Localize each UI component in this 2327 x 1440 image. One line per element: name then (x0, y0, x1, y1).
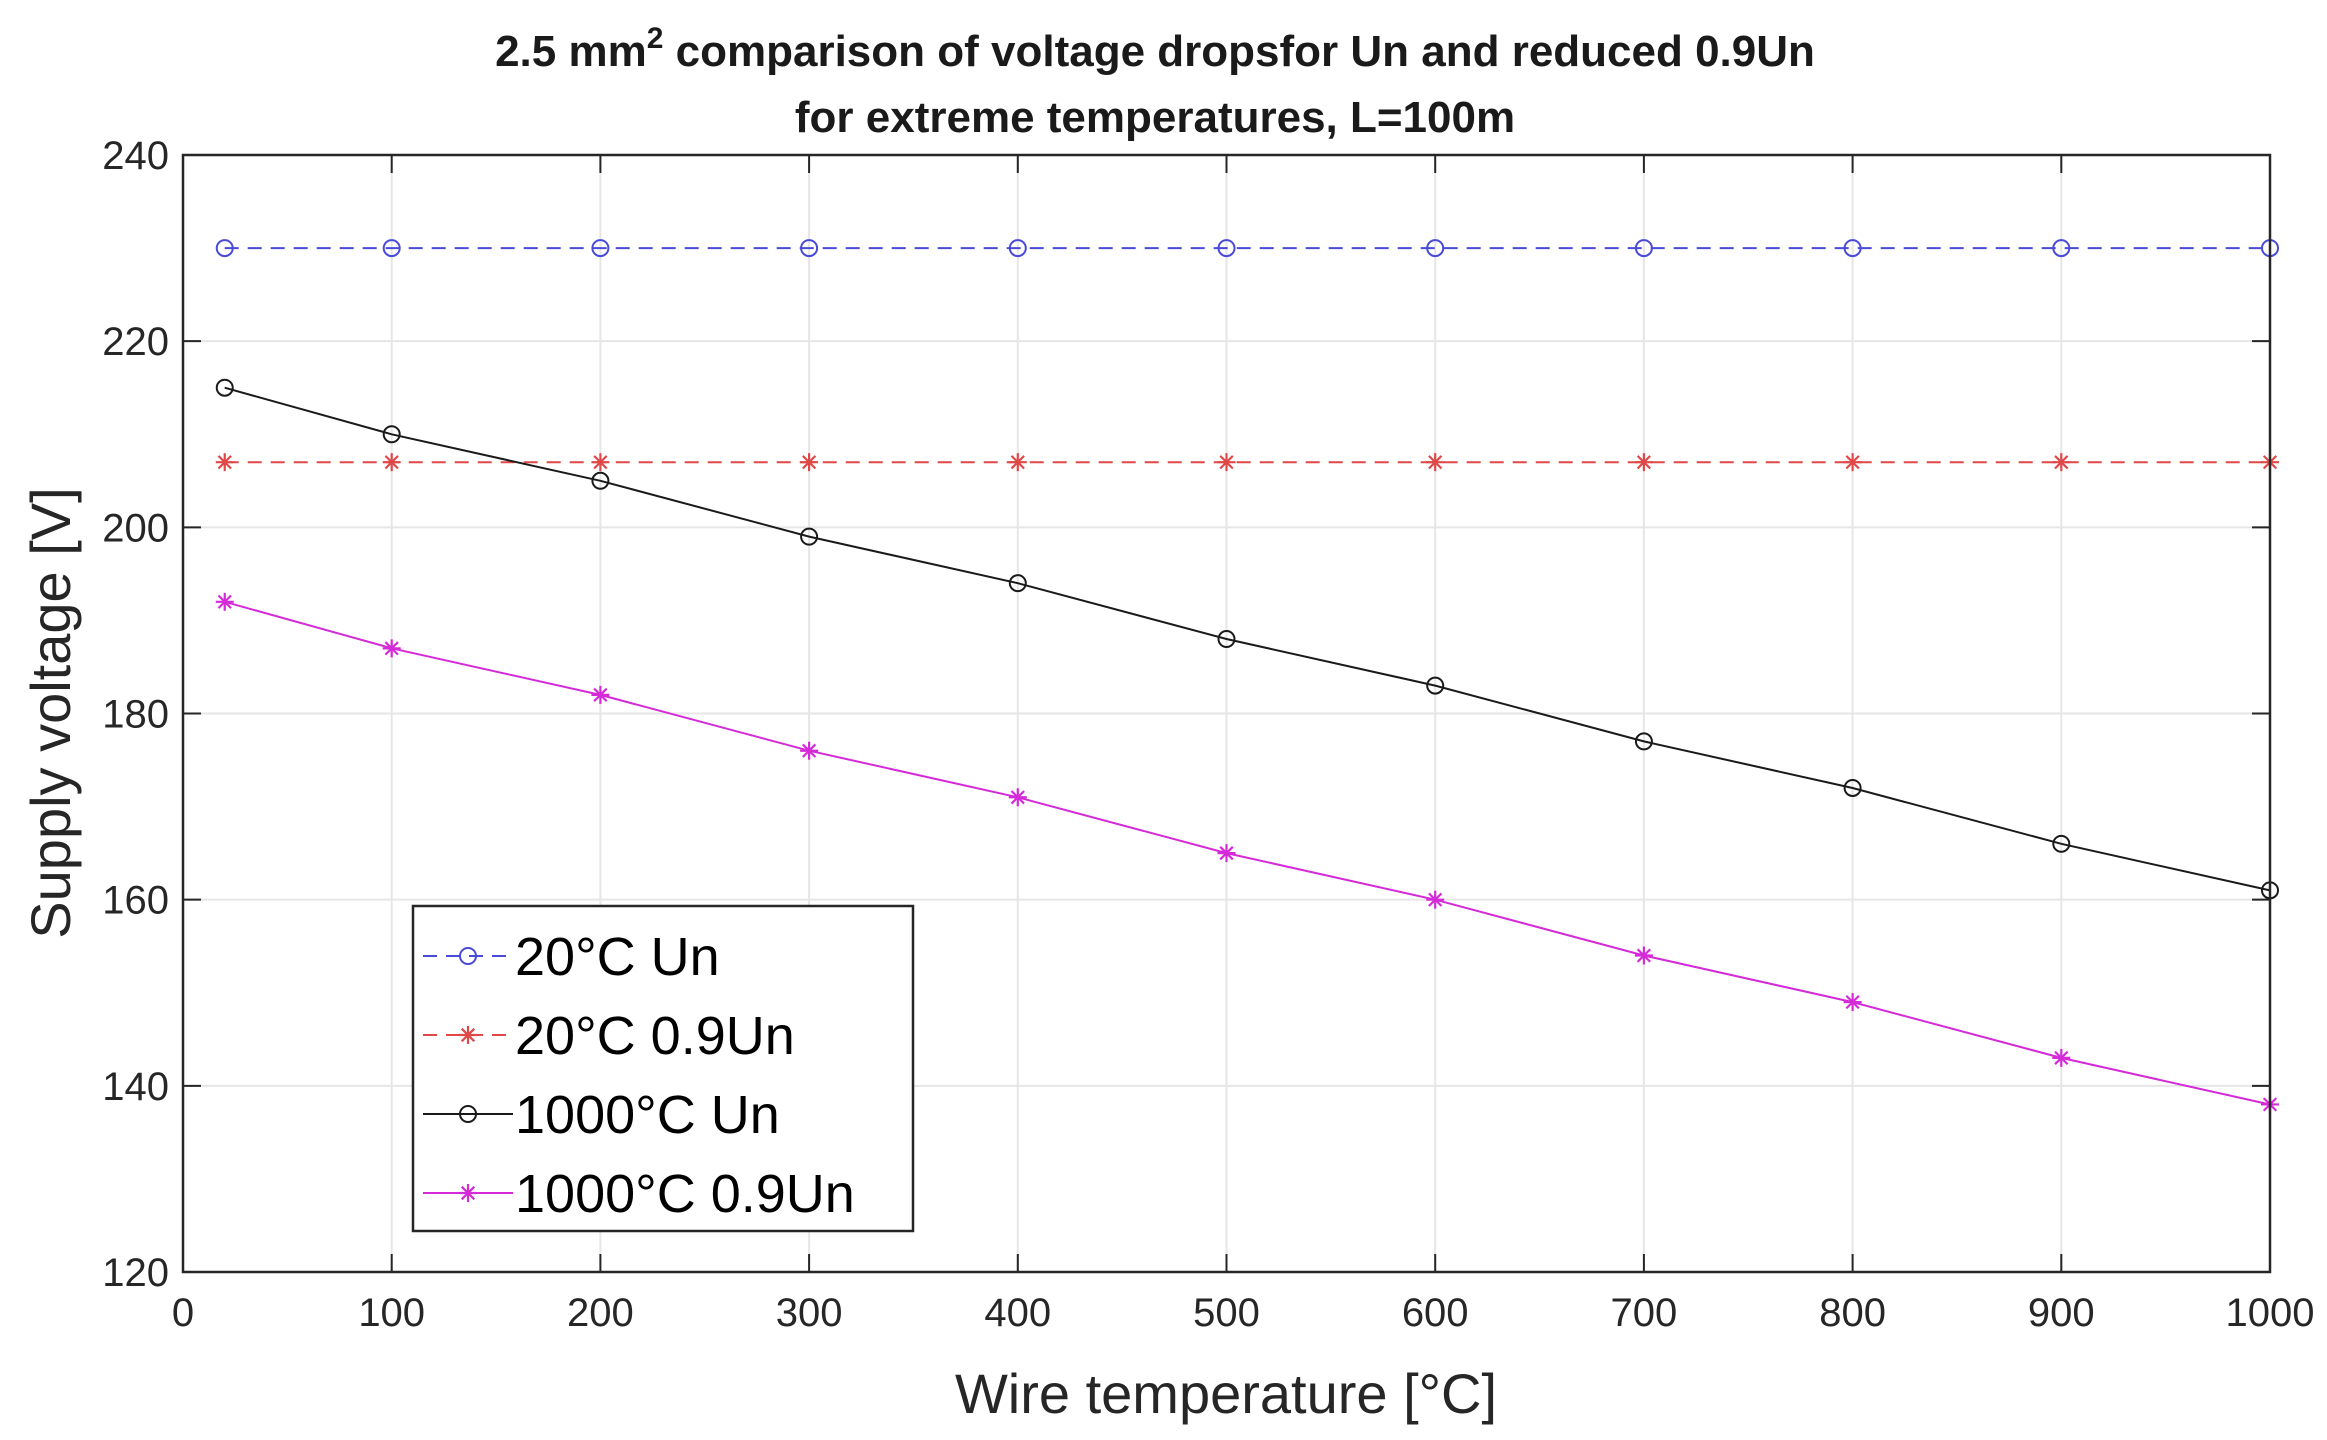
ticks: 0 100 200 300 400 500 600 700 800 900 1000 120 140 16… (102, 134, 2314, 1335)
series-4-point (215, 592, 234, 611)
series-1-point (591, 239, 610, 258)
series-3-point (1008, 574, 1027, 593)
legend-marker-1 (459, 947, 477, 965)
x-tick-label: 1000 (2226, 1291, 2315, 1335)
legend: 20°C Un 20°C 0.9Un 1000°C Un 1000°C 0.9Un (411, 904, 915, 1233)
series-2-point (1634, 453, 1653, 472)
series-4-point (1634, 946, 1653, 965)
legend-box (411, 904, 915, 1233)
chart-title-line2: for extreme temperatures, L=100m (795, 93, 1515, 142)
series-1-point (215, 239, 234, 258)
chart-title-line1: 2.5 mm2 comparison of voltage dropsfor U… (495, 22, 1815, 76)
series-1-point (1217, 239, 1236, 258)
series-3-point (800, 527, 819, 546)
series-3-point (215, 378, 234, 397)
legend-marker-2 (459, 1026, 477, 1044)
series-2-point (1426, 453, 1445, 472)
series-line-3 (224, 386, 2271, 892)
x-axis-label: Wire temperature [°C] (955, 1362, 1497, 1425)
legend-label-4: 1000°C 0.9Un (515, 1164, 855, 1224)
grid-lines (183, 155, 2270, 1272)
legend-label-3: 1000°C Un (515, 1085, 780, 1145)
series-3-point (1634, 732, 1653, 751)
y-tick-label: 240 (102, 134, 169, 178)
series-1-point (382, 239, 401, 258)
series-4-point (591, 685, 610, 704)
series-4-point (1843, 993, 1862, 1012)
series-2-point (1217, 453, 1236, 472)
x-tick-label: 100 (358, 1291, 425, 1335)
series-3-point (1217, 630, 1236, 649)
x-tick-label: 600 (1402, 1291, 1469, 1335)
series-4-point (1008, 788, 1027, 807)
series-2-point (800, 453, 819, 472)
series-1-point (1008, 239, 1027, 258)
x-tick-label: 900 (2028, 1291, 2095, 1335)
series-3-point (382, 425, 401, 444)
y-tick-label: 140 (102, 1065, 169, 1109)
series-1-point (2052, 239, 2071, 258)
series-3-point (1426, 676, 1445, 695)
x-tick-label: 0 (172, 1291, 194, 1335)
legend-marker-3 (459, 1105, 477, 1123)
series-1-point (1843, 239, 1862, 258)
legend-label-2: 20°C 0.9Un (515, 1006, 795, 1066)
x-tick-label: 400 (984, 1291, 1051, 1335)
y-tick-label: 200 (102, 506, 169, 550)
series-4-point (2052, 1048, 2071, 1067)
legend-label-1: 20°C Un (515, 927, 720, 987)
x-tick-label: 500 (1193, 1291, 1260, 1335)
series-1-point (800, 239, 819, 258)
series-4-point (1426, 890, 1445, 909)
series-2-point (1008, 453, 1027, 472)
series-3-point (1843, 778, 1862, 797)
x-tick-label: 800 (1819, 1291, 1886, 1335)
series-4-point (800, 741, 819, 760)
series-3-point (2052, 834, 2071, 853)
series-4-point (382, 639, 401, 658)
y-axis-label: Supply voltage [V] (19, 487, 82, 938)
series-2-point (1843, 453, 1862, 472)
y-tick-label: 220 (102, 320, 169, 364)
x-tick-label: 300 (776, 1291, 843, 1335)
series-2-point (382, 453, 401, 472)
x-tick-label: 200 (567, 1291, 634, 1335)
y-tick-label: 180 (102, 693, 169, 737)
series-4-point (1217, 844, 1236, 863)
x-tick-label: 700 (1611, 1291, 1678, 1335)
series-3-point (591, 471, 610, 490)
y-tick-label: 160 (102, 879, 169, 923)
series-2-point (215, 453, 234, 472)
series-1-point (1426, 239, 1445, 258)
series-2-point (591, 453, 610, 472)
series-1-point (1634, 239, 1653, 258)
legend-marker-4 (459, 1184, 477, 1202)
y-tick-label: 120 (102, 1251, 169, 1295)
series-2-point (2052, 453, 2071, 472)
